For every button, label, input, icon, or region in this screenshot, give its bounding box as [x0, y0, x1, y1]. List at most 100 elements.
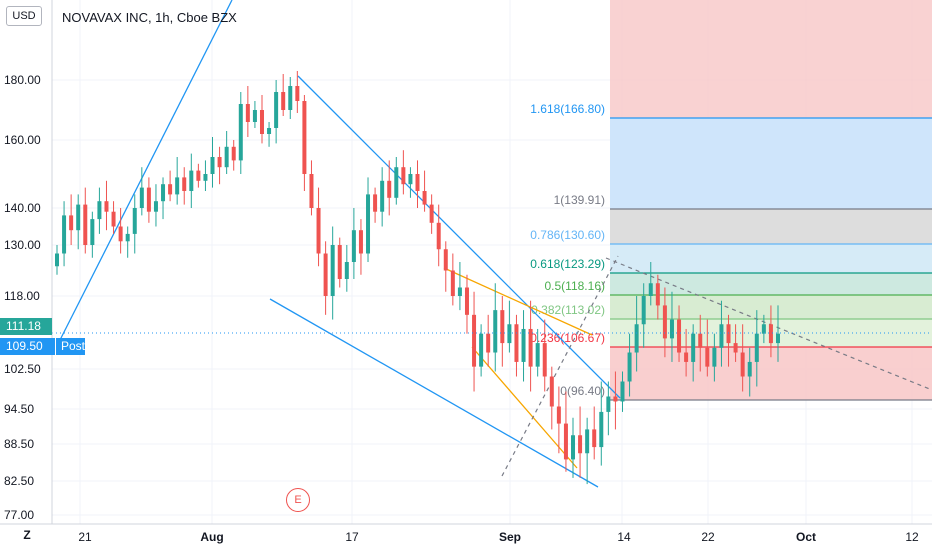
post-market-label: Post: [61, 339, 86, 353]
candle-body: [401, 167, 406, 185]
candle-body: [768, 324, 773, 344]
candle-body: [373, 194, 378, 212]
candle-body: [634, 324, 639, 353]
candle-body: [684, 352, 689, 362]
candle-body: [712, 347, 717, 367]
candle-body: [705, 347, 710, 367]
chart-title: NOVAVAX INC, 1h, Cboe BZX: [62, 10, 237, 25]
candle-body: [486, 333, 491, 353]
y-tick-label: 180.00: [4, 73, 41, 87]
y-tick-label: 82.50: [4, 474, 34, 488]
candle-body: [677, 319, 682, 353]
candle-body: [493, 310, 498, 353]
candle-body: [394, 167, 399, 198]
candle-body: [252, 110, 257, 122]
y-tick-label: 140.00: [4, 201, 41, 215]
candle-body: [535, 343, 540, 367]
fib-label: 0.786(130.60): [530, 228, 605, 242]
y-tick-label: 118.00: [4, 289, 40, 303]
y-axis-labels: 180.00 160.00 140.00 130.00 118.00 102.50 94.5…: [4, 73, 41, 522]
candle-body: [436, 222, 441, 250]
x-axis-labels: 21 Aug 17 Sep 14 22 Oct 12: [78, 530, 919, 544]
candle-body: [443, 249, 448, 271]
timezone-button[interactable]: Z: [23, 528, 31, 542]
drawings[interactable]: [59, 0, 932, 488]
candle-body: [776, 333, 780, 344]
candle-body: [549, 376, 554, 407]
candle-body: [422, 191, 427, 205]
fib-label: 0.382(113.02): [531, 303, 605, 317]
y-tick-label: 88.50: [4, 437, 34, 451]
fib-levels: 1.618(166.80) 1(139.91) 0.786(130.60) 0.618…: [530, 102, 932, 401]
x-tick-label: 17: [345, 530, 359, 544]
candle-body: [606, 396, 611, 412]
rising-trendline: [59, 0, 233, 341]
orange-lower-line: [471, 346, 578, 469]
candle-body: [556, 406, 561, 424]
candle-body: [655, 283, 660, 306]
candle-body: [358, 230, 363, 254]
candle-body: [366, 194, 371, 254]
earnings-marker[interactable]: E: [286, 488, 310, 512]
x-tick-label: 22: [701, 530, 715, 544]
candle-body: [408, 174, 413, 185]
candle-body: [641, 296, 646, 325]
candle-body: [182, 177, 187, 191]
candle-body: [146, 187, 151, 212]
fib-zone-blue: [610, 118, 932, 209]
candle-body: [97, 201, 102, 220]
fib-zone-top-red: [610, 0, 932, 118]
lower-channel-line: [269, 298, 599, 488]
candle-body: [380, 180, 385, 212]
x-tick-label: Aug: [200, 530, 223, 544]
candle-body: [521, 328, 526, 362]
candle-body: [457, 287, 462, 296]
candle-body: [719, 324, 724, 348]
fib-label: 1(139.91): [554, 193, 605, 207]
y-tick-label: 130.00: [4, 238, 41, 252]
y-tick-label: 94.50: [4, 402, 34, 416]
candle-body: [337, 245, 342, 279]
x-tick-label: 14: [617, 530, 631, 544]
x-axis-bg: [0, 524, 932, 550]
x-tick-label: Sep: [499, 530, 521, 544]
y-tick-label: 102.50: [4, 362, 41, 376]
candle-body: [344, 262, 349, 279]
candle-body: [627, 352, 632, 382]
x-tick-label: 21: [78, 530, 92, 544]
candle-body: [309, 174, 314, 208]
candle-body: [507, 324, 512, 344]
candle-body: [740, 352, 745, 377]
y-tick-label: 77.00: [4, 508, 34, 522]
candle-body: [613, 396, 618, 402]
candle-body: [415, 174, 420, 191]
candle-body: [542, 343, 547, 377]
candle-body: [620, 381, 625, 402]
candle-body: [168, 184, 173, 195]
candle-body: [153, 201, 158, 212]
candle-body: [76, 204, 81, 231]
candle-body: [302, 101, 307, 174]
candle-body: [585, 429, 590, 454]
candle-body: [196, 170, 201, 181]
candle-body: [189, 170, 194, 191]
candle-body: [281, 92, 286, 110]
candle-body: [754, 333, 759, 362]
candle-body: [104, 201, 109, 212]
candle-body: [238, 104, 243, 161]
candle-body: [330, 245, 335, 296]
fib-zone-grey: [610, 209, 932, 244]
candle-body: [592, 429, 597, 448]
candle-body: [224, 146, 229, 168]
candle-body: [245, 104, 250, 122]
candle-body: [111, 211, 116, 227]
post-tag-separator: [55, 338, 56, 355]
dashed-descending-line: [605, 257, 932, 391]
candle-body: [132, 208, 137, 234]
candle-body: [203, 174, 208, 181]
candle-body: [62, 215, 67, 254]
candle-body: [648, 283, 653, 296]
currency-selector[interactable]: USD: [6, 6, 42, 26]
candle-body: [139, 187, 144, 208]
